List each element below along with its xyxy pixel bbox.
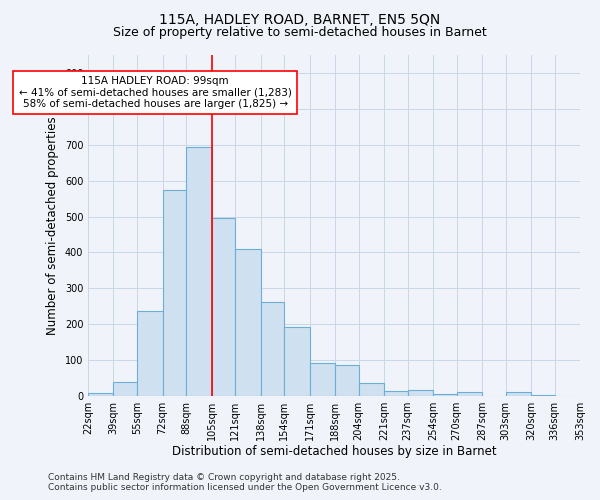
Bar [260,302,284,396]
Bar [433,394,457,396]
Bar [531,395,555,396]
Bar [359,383,384,396]
Text: Size of property relative to semi-detached houses in Barnet: Size of property relative to semi-detach… [113,26,487,39]
Bar [335,365,359,396]
Bar [212,218,235,396]
Bar [235,249,260,396]
Bar [88,393,113,396]
Bar [407,390,433,396]
X-axis label: Distribution of semi-detached houses by size in Barnet: Distribution of semi-detached houses by … [172,444,496,458]
Bar [113,382,137,396]
Text: Contains HM Land Registry data © Crown copyright and database right 2025.
Contai: Contains HM Land Registry data © Crown c… [48,473,442,492]
Bar [186,148,212,396]
Text: 115A, HADLEY ROAD, BARNET, EN5 5QN: 115A, HADLEY ROAD, BARNET, EN5 5QN [160,12,440,26]
Bar [457,392,482,396]
Y-axis label: Number of semi-detached properties: Number of semi-detached properties [46,116,59,335]
Text: 115A HADLEY ROAD: 99sqm
← 41% of semi-detached houses are smaller (1,283)
58% of: 115A HADLEY ROAD: 99sqm ← 41% of semi-de… [19,76,292,109]
Bar [163,190,186,396]
Bar [137,311,163,396]
Bar [310,362,335,396]
Bar [384,392,407,396]
Bar [506,392,531,396]
Bar [284,327,310,396]
